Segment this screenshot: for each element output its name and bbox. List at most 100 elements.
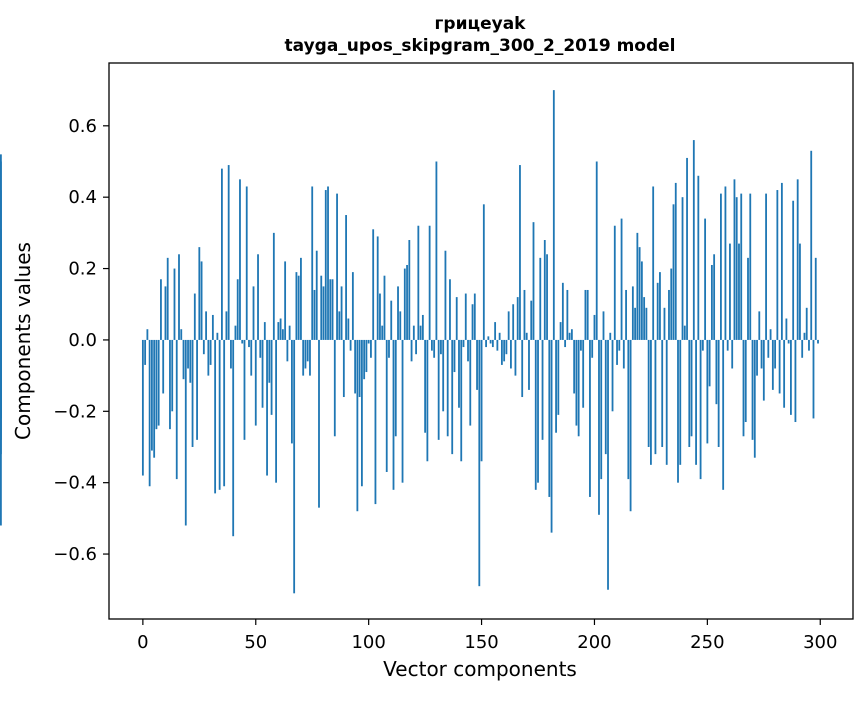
bar bbox=[259, 339, 262, 358]
bar bbox=[591, 339, 594, 358]
bar bbox=[236, 279, 239, 340]
bar bbox=[758, 311, 761, 340]
x-tick-label: 300 bbox=[803, 632, 837, 653]
bar bbox=[146, 329, 149, 340]
x-tick-label: 50 bbox=[244, 632, 267, 653]
bar bbox=[500, 339, 503, 365]
bar bbox=[453, 339, 456, 373]
bar bbox=[205, 311, 207, 340]
bar bbox=[534, 339, 537, 490]
bar bbox=[602, 311, 605, 340]
bar bbox=[756, 339, 758, 376]
bar bbox=[559, 322, 562, 340]
bar bbox=[329, 279, 332, 340]
bar bbox=[593, 314, 596, 340]
bar bbox=[661, 339, 664, 447]
bar bbox=[489, 339, 492, 344]
bar bbox=[604, 339, 607, 455]
bar bbox=[239, 179, 241, 340]
bar bbox=[778, 339, 781, 394]
bar bbox=[496, 339, 499, 351]
bar bbox=[645, 307, 648, 340]
bar bbox=[254, 339, 257, 426]
bar bbox=[731, 339, 734, 369]
bar bbox=[686, 157, 688, 340]
bar bbox=[322, 286, 325, 340]
bar bbox=[333, 339, 336, 437]
bar bbox=[577, 339, 580, 437]
bar bbox=[171, 339, 174, 412]
bar bbox=[586, 289, 589, 340]
bar bbox=[351, 272, 354, 340]
bar bbox=[647, 339, 650, 447]
bar bbox=[430, 339, 433, 351]
bar bbox=[209, 339, 212, 365]
bar bbox=[243, 339, 246, 440]
bar bbox=[692, 140, 695, 340]
bar bbox=[342, 339, 345, 398]
bars-group bbox=[0, 90, 819, 594]
bar bbox=[683, 325, 686, 340]
bar bbox=[566, 289, 569, 340]
bar bbox=[674, 182, 677, 340]
bar bbox=[164, 286, 167, 340]
bar bbox=[144, 339, 147, 365]
bar bbox=[266, 339, 268, 476]
bar bbox=[548, 339, 551, 497]
bar bbox=[607, 339, 609, 590]
bar bbox=[760, 339, 763, 369]
bar bbox=[397, 286, 399, 340]
bar bbox=[753, 339, 756, 458]
bar bbox=[708, 339, 711, 387]
bar bbox=[510, 339, 512, 369]
bar bbox=[327, 186, 329, 340]
bar bbox=[223, 339, 226, 487]
y-tick-label: −0.6 bbox=[53, 544, 97, 565]
bar bbox=[552, 90, 555, 340]
bar bbox=[148, 339, 151, 487]
bar bbox=[372, 229, 375, 340]
bar bbox=[771, 339, 774, 390]
bar bbox=[356, 339, 359, 512]
bar bbox=[785, 318, 788, 340]
bar bbox=[180, 329, 183, 340]
bar bbox=[670, 268, 673, 340]
bar bbox=[304, 339, 307, 369]
bar bbox=[315, 250, 318, 340]
bar bbox=[720, 193, 722, 340]
bar bbox=[512, 304, 515, 340]
bar bbox=[0, 318, 2, 340]
bar bbox=[442, 339, 445, 412]
bar bbox=[740, 193, 743, 340]
bar bbox=[744, 339, 747, 423]
bar bbox=[473, 293, 476, 340]
bar bbox=[358, 339, 361, 398]
bar bbox=[765, 193, 767, 340]
bar bbox=[245, 186, 248, 340]
bar bbox=[532, 222, 535, 340]
bar bbox=[742, 339, 745, 437]
bar bbox=[464, 293, 467, 340]
bar bbox=[550, 339, 553, 533]
bar bbox=[665, 339, 668, 465]
bar bbox=[394, 339, 397, 437]
bar bbox=[564, 339, 567, 348]
bar bbox=[412, 325, 415, 340]
bar bbox=[376, 236, 379, 340]
bar bbox=[491, 339, 494, 348]
bar bbox=[451, 339, 454, 455]
bar bbox=[211, 314, 214, 340]
bar bbox=[485, 339, 487, 348]
bar bbox=[234, 325, 237, 340]
y-tick-label: −0.2 bbox=[53, 401, 97, 422]
bar bbox=[539, 257, 542, 340]
bar bbox=[519, 165, 521, 340]
bar bbox=[200, 261, 203, 340]
bar bbox=[241, 339, 244, 344]
bar bbox=[202, 339, 205, 355]
bar bbox=[193, 293, 196, 340]
bar bbox=[297, 275, 300, 340]
bar bbox=[320, 275, 323, 340]
bar bbox=[155, 339, 158, 430]
